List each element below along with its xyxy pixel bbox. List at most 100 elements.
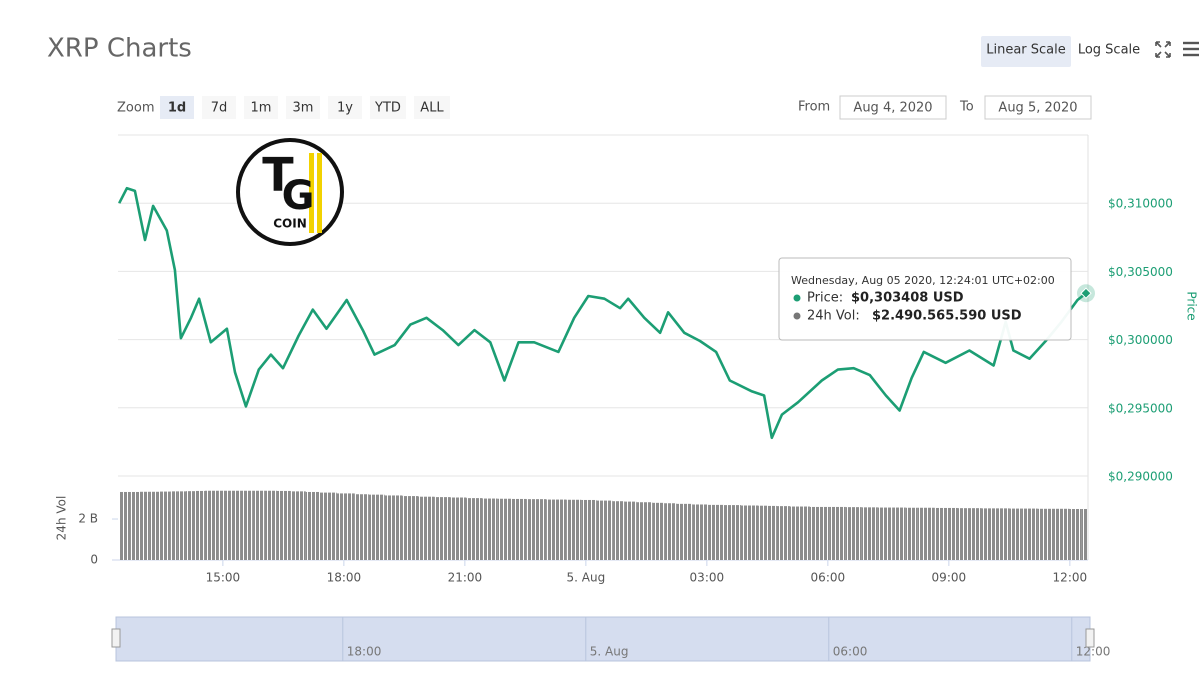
volume-bar — [336, 493, 355, 560]
price-line — [118, 186, 1087, 440]
zoom-button-label[interactable]: 7d — [211, 101, 228, 116]
navigator-tick-label: 18:00 — [347, 645, 382, 659]
volume-bar — [450, 497, 467, 560]
volume-bar — [877, 507, 893, 560]
navigator-window[interactable] — [115, 616, 1091, 662]
zoom-button-label[interactable]: YTD — [374, 101, 401, 116]
volume-bar — [384, 495, 403, 560]
volume-bar — [159, 491, 171, 560]
zoom-label: Zoom — [117, 101, 154, 116]
navigator-handle-left[interactable] — [111, 628, 121, 648]
log-scale-label[interactable]: Log Scale — [1078, 43, 1140, 58]
tooltip-price-dot — [793, 294, 801, 302]
to-input[interactable] — [984, 95, 1092, 120]
y2-tick-label: 2 B — [78, 512, 98, 526]
volume-bar — [1069, 508, 1082, 560]
x-tick-label: 06:00 — [811, 571, 846, 585]
volume-bar — [708, 504, 723, 560]
volume-bar — [1053, 508, 1070, 560]
zoom-button[interactable] — [160, 96, 194, 119]
zoom-button[interactable] — [370, 96, 406, 119]
volume-bar — [177, 491, 186, 560]
volume-bar — [204, 490, 219, 560]
volume-bar — [809, 506, 830, 560]
volume-bar — [636, 502, 653, 560]
fullscreen-icon[interactable] — [1155, 41, 1171, 58]
navigator-tick-label: 06:00 — [833, 645, 868, 659]
zoom-button-label[interactable]: 1y — [337, 101, 353, 116]
y2-tick-label: 0 — [90, 553, 98, 567]
zoom-button-label[interactable]: ALL — [420, 101, 444, 116]
volume-bar — [905, 507, 918, 560]
volume-bar — [526, 499, 547, 560]
volume-bar — [612, 501, 625, 560]
to-label: To — [959, 100, 974, 115]
volume-bar — [767, 505, 777, 560]
y-tick-label: $0,295000 — [1108, 401, 1173, 415]
volume-bar — [230, 490, 241, 560]
linear-scale-button[interactable] — [981, 36, 1071, 67]
zoom-button-label[interactable]: 3m — [293, 101, 314, 116]
x-tick-label: 03:00 — [690, 571, 725, 585]
volume-bar — [676, 503, 693, 560]
volume-bar — [596, 500, 613, 560]
tooltip-volume-label: 24h Vol: — [807, 309, 860, 324]
x-tick-label: 15:00 — [206, 571, 241, 585]
volume-bar — [934, 507, 958, 560]
tooltip-date: Wednesday, Aug 05 2020, 12:24:01 UTC+02:… — [791, 274, 1055, 287]
volume-bar — [722, 505, 741, 560]
zoom-button[interactable] — [202, 96, 236, 119]
volume-bar — [482, 498, 498, 560]
volume-bar — [789, 506, 810, 560]
to-date[interactable]: Aug 5, 2020 — [998, 101, 1077, 116]
volume-bar — [652, 502, 665, 560]
volume-bar — [892, 507, 906, 560]
volume-bar — [195, 490, 205, 560]
volume-bar — [185, 491, 196, 560]
zoom-button-label[interactable]: 1d — [168, 101, 186, 116]
zoom-button[interactable] — [414, 96, 450, 119]
zoom-button[interactable] — [286, 96, 320, 119]
navigator-handle-right[interactable] — [1085, 628, 1095, 648]
volume-bar — [999, 508, 1010, 560]
page-title: XRP Charts — [47, 34, 192, 64]
volume-bar — [664, 503, 677, 560]
tooltip-volume-value: $2.490.565.590 USD — [872, 309, 1022, 324]
volume-bar — [130, 491, 140, 560]
tooltip-volume-dot — [793, 312, 801, 320]
from-date[interactable]: Aug 4, 2020 — [853, 101, 932, 116]
volume-bar — [290, 491, 306, 560]
volume-bar — [845, 507, 862, 560]
from-input[interactable] — [839, 95, 947, 120]
volume-bar — [776, 506, 790, 560]
volume-bar — [139, 491, 150, 560]
x-tick-label: 5. Aug — [567, 571, 606, 585]
menu-icon[interactable] — [1183, 41, 1199, 57]
volume-bar — [740, 505, 759, 560]
tooltip-price-value: $0,303408 USD — [851, 291, 964, 306]
volume-bar — [511, 498, 527, 560]
volume-bar — [861, 507, 878, 560]
zoom-button-label[interactable]: 1m — [251, 101, 272, 116]
x-tick-label: 09:00 — [932, 571, 967, 585]
logo-letter-t: T — [262, 148, 294, 202]
volume-bar — [354, 494, 369, 560]
zoom-button[interactable] — [328, 96, 362, 119]
zoom-button[interactable] — [244, 96, 278, 119]
zoom-buttons: 1d 7d 1m 3m 1y YTD ALL — [160, 96, 450, 119]
volume-bar — [566, 499, 582, 560]
x-tick-label: 18:00 — [327, 571, 362, 585]
tooltip-price-label: Price: — [807, 291, 843, 306]
volume-bar — [1081, 508, 1087, 560]
volume-bar — [981, 508, 1000, 560]
linear-scale-label[interactable]: Linear Scale — [986, 43, 1066, 58]
y-tick-label: $0,300000 — [1108, 333, 1173, 347]
volume-bar — [418, 496, 435, 560]
logo-text: COIN — [273, 217, 307, 231]
volume-bar — [252, 490, 265, 560]
hover-marker — [1080, 287, 1092, 299]
volume-bar — [466, 498, 483, 560]
volume-bar — [149, 491, 160, 560]
volume-bar — [123, 491, 131, 560]
price-axis-title: Price — [1185, 291, 1199, 320]
